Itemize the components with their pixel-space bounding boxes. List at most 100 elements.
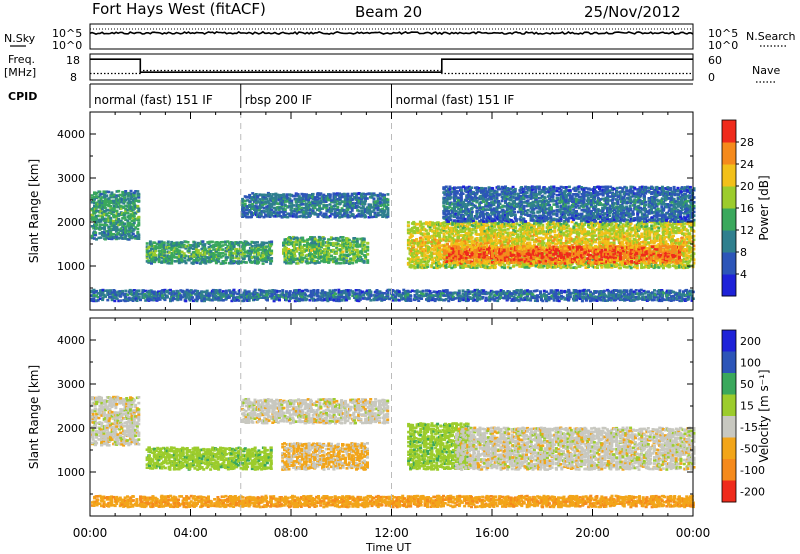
echo-cell <box>578 237 582 241</box>
echo-cell <box>92 200 96 203</box>
echo-cell <box>364 257 368 260</box>
echo-cell <box>506 241 510 244</box>
echo-cell <box>327 193 330 196</box>
echo-cell <box>268 197 272 201</box>
echo-cell <box>618 266 622 270</box>
echo-cell <box>280 216 284 219</box>
echo-cell <box>262 209 266 213</box>
echo-cell <box>477 222 480 225</box>
echo-cell <box>386 211 390 214</box>
echo-cell <box>259 248 263 251</box>
echo-cell <box>382 212 386 216</box>
echo-cell <box>584 234 588 238</box>
echo-cell <box>333 195 337 199</box>
echo-cell <box>134 226 138 229</box>
echo-cell <box>268 215 272 218</box>
echo-cell <box>349 241 353 245</box>
echo-cell <box>221 240 225 244</box>
echo-cell <box>600 266 604 269</box>
echo-cell <box>247 249 251 253</box>
echo-cell <box>551 221 555 224</box>
echo-cell <box>462 266 465 269</box>
echo-cell <box>291 250 295 253</box>
echo-cell <box>250 247 254 251</box>
echo-cell <box>421 233 425 237</box>
echo-cell <box>93 195 96 199</box>
echo-cell <box>320 259 324 263</box>
echo-cell <box>95 221 98 224</box>
echo-cell <box>212 258 216 262</box>
echo-cell <box>359 192 363 196</box>
echo-cell <box>226 249 230 253</box>
echo-cell <box>268 240 272 244</box>
echo-cell <box>450 238 454 242</box>
echo-cell <box>349 198 353 202</box>
echo-cell <box>262 258 266 261</box>
echo-cell <box>115 194 119 197</box>
echo-cell <box>304 210 308 213</box>
echo-cell <box>336 242 340 246</box>
echo-cell <box>110 227 114 231</box>
echo-cell <box>551 241 555 245</box>
echo-cell <box>456 244 460 247</box>
echo-cell <box>419 250 423 254</box>
echo-cell <box>594 265 597 269</box>
echo-cell <box>308 196 312 200</box>
echo-cell <box>369 203 372 207</box>
echo-cell <box>150 247 154 250</box>
echo-cell <box>325 208 329 212</box>
echo-cell <box>301 236 305 240</box>
echo-cell <box>333 215 337 218</box>
echo-cell <box>200 256 204 259</box>
echo-cell <box>618 228 622 232</box>
echo-cell <box>379 213 383 217</box>
echo-cell <box>379 193 383 197</box>
echo-cell <box>361 195 365 199</box>
echo-cell <box>353 192 357 195</box>
echo-cell <box>428 220 432 224</box>
echo-cell <box>232 244 236 247</box>
echo-cell <box>496 222 500 225</box>
echo-cell <box>479 244 483 247</box>
echo-cell <box>334 250 338 253</box>
echo-cell <box>525 223 529 227</box>
echo-cell <box>575 228 579 231</box>
echo-cell <box>253 261 257 265</box>
echo-cell <box>527 230 531 234</box>
echo-cell <box>130 219 134 223</box>
echo-cell <box>353 240 357 244</box>
echo-cell <box>178 241 182 245</box>
echo-cell <box>640 222 644 225</box>
echo-cell <box>331 241 335 245</box>
echo-cell <box>145 256 149 260</box>
echo-cell <box>178 258 182 261</box>
echo-cell <box>290 199 294 203</box>
echo-cell <box>643 232 647 235</box>
echo-cell <box>436 227 440 231</box>
echo-cell <box>354 198 358 201</box>
echo-cell <box>311 195 315 199</box>
echo-cell <box>115 233 119 236</box>
echo-cell <box>311 240 315 244</box>
echo-cell <box>489 236 493 240</box>
echo-cell <box>493 241 496 245</box>
echo-cell <box>245 195 249 199</box>
echo-cell <box>498 232 501 236</box>
echo-cell <box>622 224 626 228</box>
echo-cell <box>265 241 269 245</box>
echo-cell <box>553 238 557 241</box>
echo-cell <box>601 240 605 243</box>
echo-cell <box>147 259 151 262</box>
echo-cell <box>319 192 323 195</box>
echo-cell <box>264 247 268 251</box>
echo-cell <box>239 249 243 252</box>
echo-cell <box>640 262 644 266</box>
echo-cell <box>310 253 314 256</box>
echo-cell <box>625 229 629 233</box>
echo-cell <box>203 253 207 256</box>
echo-cell <box>446 242 449 246</box>
echo-cell <box>293 257 297 261</box>
echo-cell <box>286 199 290 203</box>
echo-cell <box>333 256 337 259</box>
echo-cell <box>423 253 427 256</box>
